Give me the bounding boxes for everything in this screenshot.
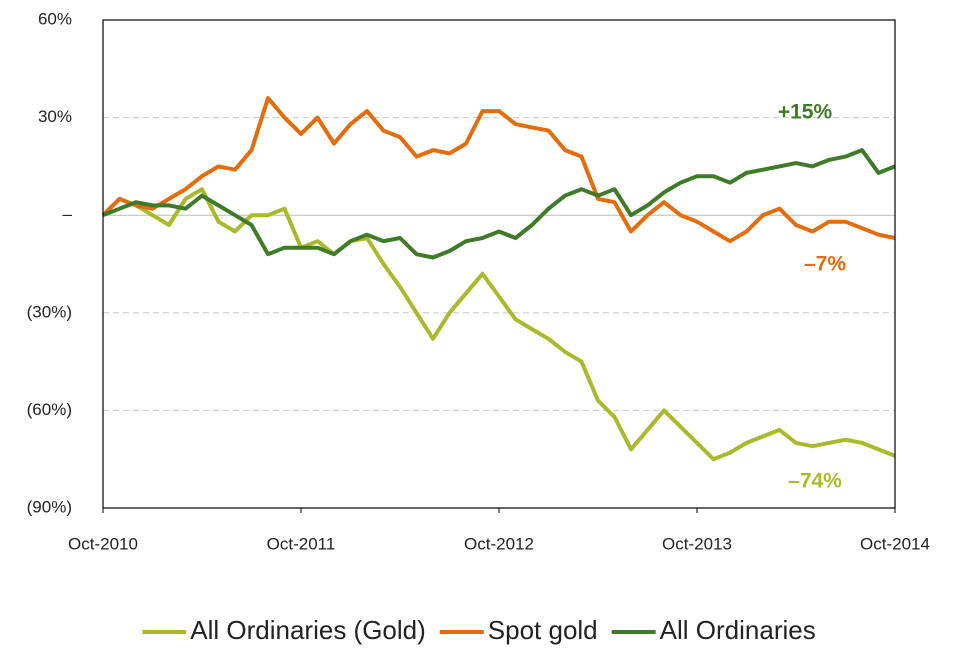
plot-frame: [102, 19, 896, 509]
annotation: –74%: [788, 470, 842, 493]
y-tick-label: 30%: [38, 107, 72, 126]
legend-label: All Ordinaries (Gold): [190, 615, 426, 645]
y-tick-label: 60%: [38, 9, 72, 28]
x-tick-label: Oct-2012: [464, 534, 534, 553]
y-tick-label: (30%): [27, 302, 72, 321]
x-tick-label: Oct-2014: [860, 534, 930, 553]
x-tick-label: Oct-2011: [267, 534, 336, 553]
annotation: –7%: [804, 253, 846, 276]
x-tick-label: Oct-2010: [68, 534, 138, 553]
line-series: [102, 148, 896, 260]
line-series: [101, 187, 896, 462]
y-tick-label: –: [63, 205, 73, 224]
annotation: +15%: [778, 101, 833, 124]
y-tick-label: (90%): [27, 497, 72, 516]
y-tick-label: (60%): [27, 400, 72, 419]
x-tick-label: Oct-2013: [662, 534, 732, 553]
line-series: [101, 96, 896, 244]
legend-label: All Ordinaries: [660, 615, 816, 645]
legend-label: Spot gold: [488, 615, 598, 645]
